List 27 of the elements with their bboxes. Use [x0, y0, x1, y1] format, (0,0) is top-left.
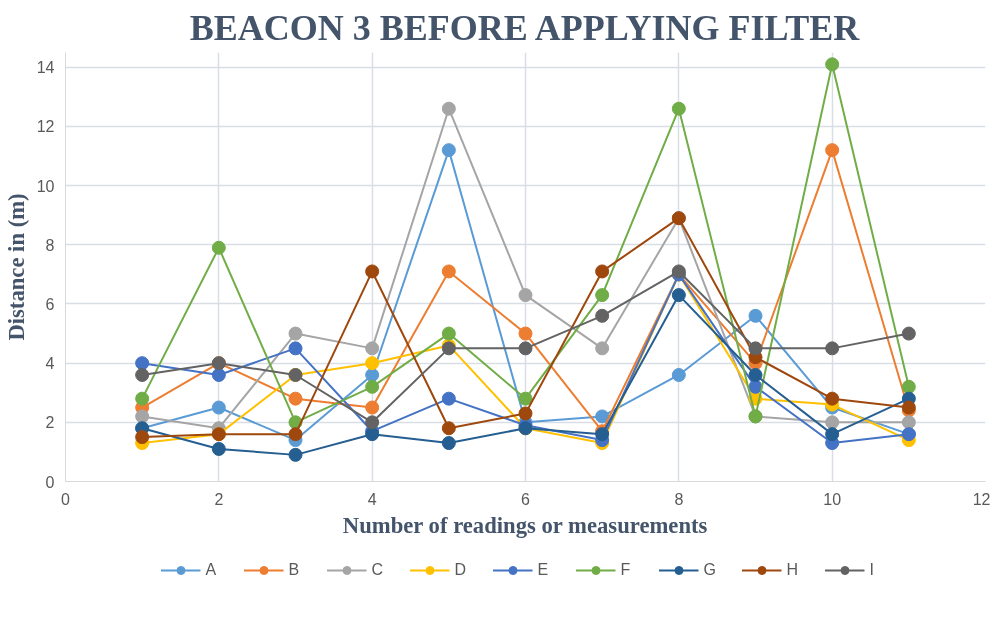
chart-title: BEACON 3 BEFORE APPLYING FILTER [189, 7, 861, 48]
y-tick-label: 12 [36, 118, 55, 136]
y-tick-label: 8 [45, 236, 55, 254]
x-axis-title: Number of readings or measurements [342, 512, 708, 538]
legend-label: H [786, 561, 800, 579]
legend-label: I [869, 561, 875, 579]
x-tick-label: 0 [61, 490, 71, 508]
y-tick-label: 4 [45, 355, 55, 373]
x-tick-label: 4 [367, 490, 377, 508]
legend-label: D [454, 561, 468, 579]
legend-label: F [620, 561, 632, 579]
y-tick-label: 2 [45, 414, 55, 432]
x-tick-label: 12 [972, 490, 991, 508]
legend-label: C [371, 561, 385, 579]
x-tick-label: 6 [521, 490, 531, 508]
legend-label: G [703, 561, 717, 579]
x-tick-label: 8 [674, 490, 684, 508]
y-axis-title: Distance in (m) [3, 193, 29, 341]
y-tick-label: 10 [36, 177, 55, 195]
legend-label: B [288, 561, 301, 579]
legend-label: E [537, 561, 550, 579]
y-tick-label: 0 [45, 473, 55, 491]
legend-label: A [205, 561, 218, 579]
x-tick-label: 2 [214, 490, 224, 508]
y-tick-label: 14 [36, 59, 55, 77]
x-tick-label: 10 [823, 490, 842, 508]
y-tick-label: 6 [45, 295, 55, 313]
